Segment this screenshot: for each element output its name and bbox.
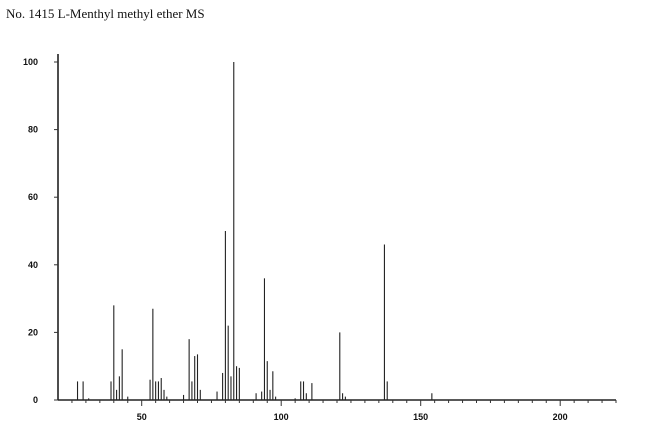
x-tick-label-100: 100 — [274, 412, 289, 422]
y-tick-label-40: 40 — [28, 260, 38, 270]
y-tick-label-80: 80 — [28, 125, 38, 135]
x-axis-ticks: 50 100 150 200 — [71, 400, 617, 422]
y-axis-ticks: 0 20 40 60 80 100 — [23, 57, 58, 405]
y-tick-label-100: 100 — [23, 57, 38, 67]
y-tick-label-0: 0 — [33, 395, 38, 405]
y-tick-label-20: 20 — [28, 327, 38, 337]
x-tick-label-50: 50 — [137, 412, 147, 422]
chart-title: No. 1415 L-Menthyl methyl ether MS — [6, 6, 205, 21]
spectrum-peaks — [76, 62, 433, 400]
x-tick-label-150: 150 — [413, 412, 428, 422]
y-tick-label-60: 60 — [28, 192, 38, 202]
x-tick-label-200: 200 — [553, 412, 568, 422]
